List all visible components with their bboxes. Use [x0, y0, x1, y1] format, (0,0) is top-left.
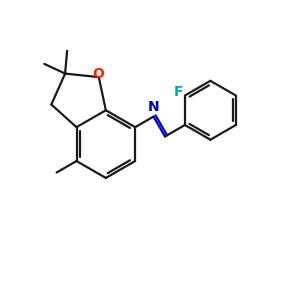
Text: F: F: [174, 85, 183, 99]
Text: N: N: [148, 100, 159, 114]
Text: O: O: [92, 67, 104, 81]
